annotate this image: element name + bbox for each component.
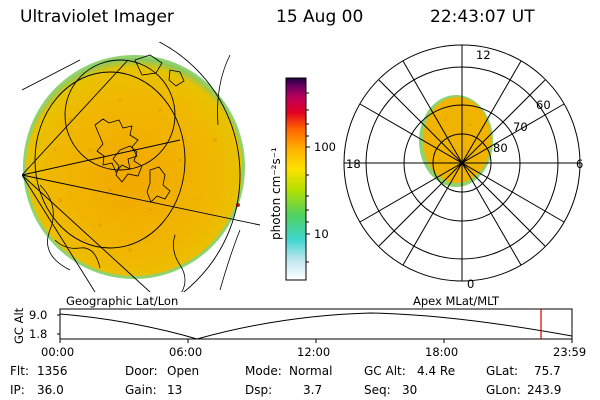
- mode-label: Mode:: [245, 364, 282, 378]
- geographic-caption: Geographic Lat/Lon: [66, 294, 179, 308]
- coastlines: [39, 54, 241, 292]
- alt-xtick-0600: 06:00: [169, 345, 203, 359]
- mlat-label-80: 80: [493, 141, 508, 155]
- colorbar-tick-100: 100: [314, 140, 336, 154]
- colorbar-tick-10: 10: [314, 227, 329, 241]
- date-label: 15 Aug 00: [276, 7, 364, 27]
- flt-value: 1356: [37, 364, 68, 378]
- alt-ytick-9: 9.0: [29, 308, 48, 322]
- seq-value: 30: [402, 383, 418, 397]
- alt-ytick-1-8: 1.8: [29, 327, 48, 341]
- gcalt-value: 4.4 Re: [417, 364, 456, 378]
- mlt-label-18: 18: [346, 157, 361, 171]
- glon-label: GLon:: [486, 383, 521, 397]
- altitude-ylabel: GC Alt: [12, 307, 26, 344]
- instrument-title: Ultraviolet Imager: [20, 7, 174, 27]
- mlt-label-6: 6: [576, 157, 584, 171]
- mlt-label-12: 12: [476, 48, 491, 62]
- gain-label: Gain:: [125, 383, 157, 397]
- ip-value: 36.0: [37, 383, 64, 397]
- door-value: Open: [167, 364, 200, 378]
- alt-xtick-1200: 12:00: [297, 345, 331, 359]
- door-label: Door:: [125, 364, 158, 378]
- alt-xtick-1800: 18:00: [425, 345, 459, 359]
- apex-caption: Apex MLat/MLT: [413, 294, 500, 308]
- mlat-label-60: 60: [536, 98, 551, 112]
- gain-value: 13: [167, 383, 183, 397]
- gcalt-label: GC Alt:: [364, 364, 406, 378]
- mlat-label-70: 70: [513, 120, 528, 134]
- mode-value: Normal: [289, 364, 333, 378]
- alt-xtick-2359: 23:59: [553, 345, 587, 359]
- geo-grid: [22, 42, 260, 292]
- glat-value: 75.7: [534, 364, 561, 378]
- flt-label: Flt:: [10, 364, 29, 378]
- alt-xtick-0000: 00:00: [41, 345, 75, 359]
- glon-value: 243.9: [527, 383, 562, 397]
- ip-label: IP:: [10, 383, 25, 397]
- dsp-label: Dsp:: [245, 383, 273, 397]
- glat-label: GLat:: [486, 364, 519, 378]
- dsp-value: 3.7: [303, 383, 323, 397]
- time-label: 22:43:07 UT: [430, 7, 535, 27]
- mlt-label-0: 0: [467, 277, 475, 291]
- altitude-curve: [59, 312, 573, 340]
- seq-label: Seq:: [364, 383, 391, 397]
